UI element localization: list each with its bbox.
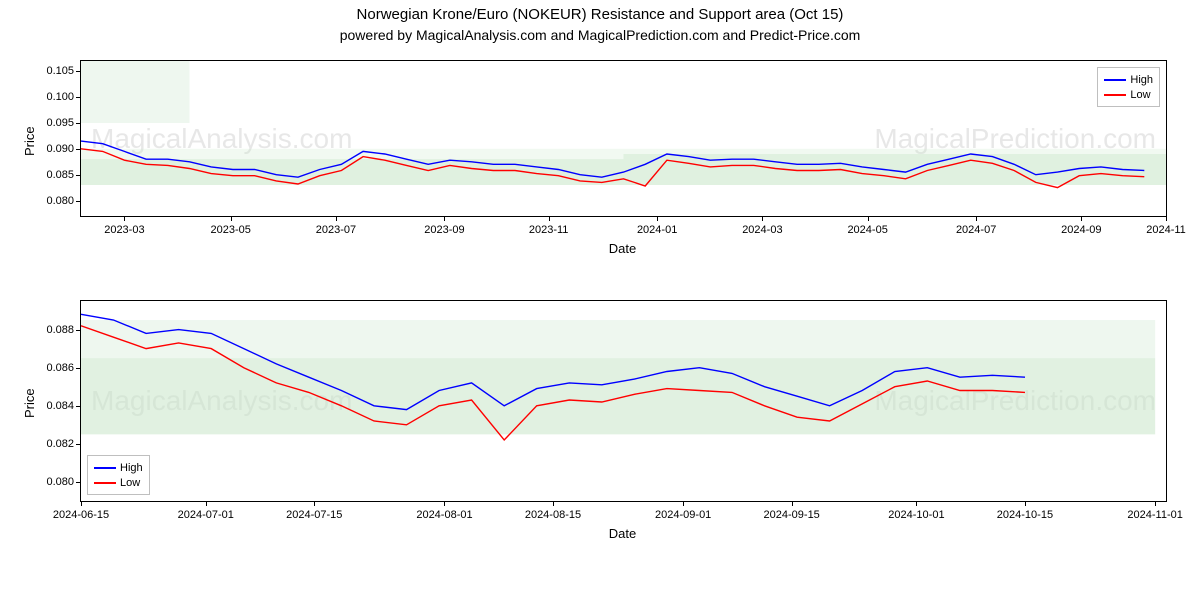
chart-svg-top <box>81 61 1166 216</box>
legend-label-high-2: High <box>120 462 143 474</box>
x-tick-label: 2024-06-15 <box>53 509 109 521</box>
legend-row-high-2: High <box>94 460 143 475</box>
x-tick-label: 2023-03 <box>104 224 144 236</box>
legend-row-low-2: Low <box>94 475 143 490</box>
y-tick-label: 0.086 <box>19 362 74 374</box>
legend-label-low-2: Low <box>120 477 140 489</box>
x-tick-label: 2024-10-01 <box>888 509 944 521</box>
x-tick-label: 2024-08-01 <box>416 509 472 521</box>
x-tick-label: 2023-05 <box>211 224 251 236</box>
x-tick-label: 2024-09 <box>1061 224 1101 236</box>
x-tick-label: 2024-03 <box>742 224 782 236</box>
chart-container: Norwegian Krone/Euro (NOKEUR) Resistance… <box>0 0 1200 600</box>
x-axis-label-top: Date <box>80 241 1165 256</box>
x-tick-label: 2024-10-15 <box>997 509 1053 521</box>
x-tick-label: 2024-07 <box>956 224 996 236</box>
chart-panel-top: MagicalAnalysis.com MagicalPrediction.co… <box>80 60 1167 217</box>
x-tick-label: 2024-11-01 <box>1127 509 1182 521</box>
x-tick-label: 2023-07 <box>316 224 356 236</box>
x-tick-label: 2023-11 <box>529 224 569 236</box>
legend-swatch-low <box>1104 94 1126 96</box>
x-tick-label: 2024-05 <box>847 224 887 236</box>
y-tick-label: 0.080 <box>19 476 74 488</box>
chart-subtitle: powered by MagicalAnalysis.com and Magic… <box>0 23 1200 43</box>
legend-top: High Low <box>1097 67 1160 107</box>
y-axis-label-bottom: Price <box>22 388 37 418</box>
legend-swatch-low-2 <box>94 482 116 484</box>
y-tick-label: 0.100 <box>19 91 74 103</box>
chart-title: Norwegian Krone/Euro (NOKEUR) Resistance… <box>0 0 1200 23</box>
chart-svg-bottom <box>81 301 1166 501</box>
x-tick-label: 2024-07-01 <box>178 509 234 521</box>
x-tick-label: 2024-07-15 <box>286 509 342 521</box>
x-axis-label-bottom: Date <box>80 526 1165 541</box>
x-tick-label: 2024-09-15 <box>764 509 820 521</box>
x-tick-label: 2024-11 <box>1146 224 1186 236</box>
legend-row-high: High <box>1104 72 1153 87</box>
x-tick-label: 2024-01 <box>637 224 677 236</box>
legend-label-low: Low <box>1130 89 1150 101</box>
x-tick-label: 2024-09-01 <box>655 509 711 521</box>
y-axis-label-top: Price <box>22 126 37 156</box>
chart-panel-bottom: MagicalAnalysis.com MagicalPrediction.co… <box>80 300 1167 502</box>
x-tick-label: 2023-09 <box>424 224 464 236</box>
y-tick-label: 0.105 <box>19 65 74 77</box>
legend-label-high: High <box>1130 74 1153 86</box>
legend-bottom: High Low <box>87 455 150 495</box>
legend-swatch-high <box>1104 79 1126 81</box>
legend-swatch-high-2 <box>94 467 116 469</box>
legend-row-low: Low <box>1104 87 1153 102</box>
y-tick-label: 0.082 <box>19 438 74 450</box>
y-tick-label: 0.080 <box>19 195 74 207</box>
x-tick-label: 2024-08-15 <box>525 509 581 521</box>
y-tick-label: 0.088 <box>19 324 74 336</box>
y-tick-label: 0.085 <box>19 169 74 181</box>
